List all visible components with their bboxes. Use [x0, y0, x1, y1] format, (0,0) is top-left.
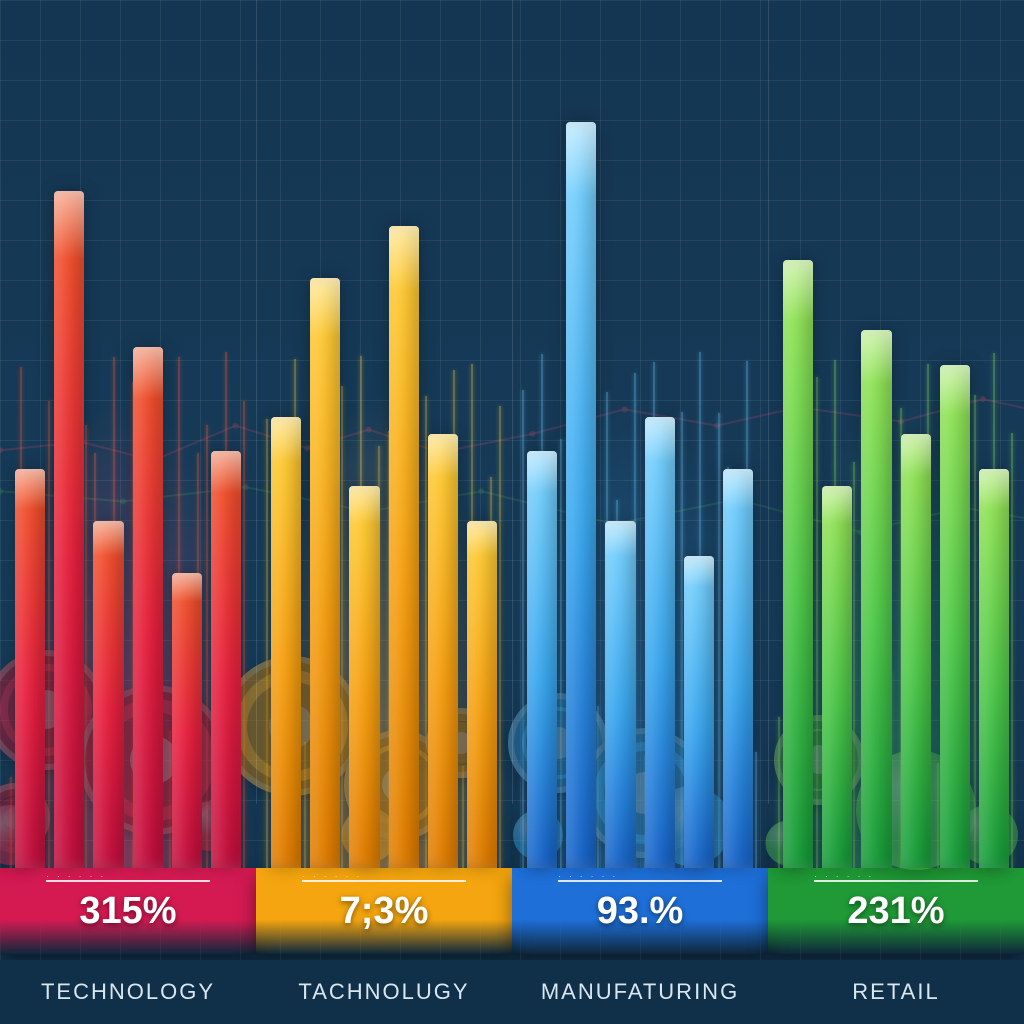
percentage-cell-technology-red: · · · · · ·315% [0, 868, 256, 954]
bar [211, 451, 241, 868]
bar [684, 556, 714, 868]
bar [901, 434, 931, 868]
bar [93, 521, 123, 868]
bar-cluster [512, 0, 768, 868]
percentage-rule [558, 880, 722, 882]
x-axis-labels: TECHNOLOGYTACHNOLUGYMANUFATURINGRETAIL [0, 960, 1024, 1024]
percentage-rule [814, 880, 978, 882]
bar-cluster [256, 0, 512, 868]
bar [566, 122, 596, 868]
percentage-cell-technology-orange: · · · · · ·7;3% [256, 868, 512, 954]
percentage-cell-retail: · · · · · ·231% [768, 868, 1024, 954]
percentage-strip: · · · · · ·315%· · · · · ·7;3%· · · · · … [0, 868, 1024, 954]
bar [723, 469, 753, 868]
bar [605, 521, 635, 868]
bar [979, 469, 1009, 868]
bar-cluster [0, 0, 256, 868]
chart-group-manufacturing [512, 0, 768, 868]
group-divider [512, 0, 513, 804]
percentage-cell-manufacturing: · · · · · ·93.% [512, 868, 768, 954]
bar [861, 330, 891, 868]
chart-group-technology-red [0, 0, 256, 868]
bar [310, 278, 340, 868]
percentage-rule [46, 880, 210, 882]
chart-area [0, 0, 1024, 868]
percentage-value: 7;3% [340, 890, 429, 933]
bar [389, 226, 419, 868]
bar [645, 417, 675, 868]
bar [349, 486, 379, 868]
percentage-rule [302, 880, 466, 882]
x-axis-label-technology-red: TECHNOLOGY [0, 960, 256, 1024]
bar-cluster [768, 0, 1024, 868]
bar [940, 365, 970, 868]
bar [467, 521, 497, 868]
bar [527, 451, 557, 868]
bar [822, 486, 852, 868]
bar [172, 573, 202, 868]
chart-canvas: · · · · · ·315%· · · · · ·7;3%· · · · · … [0, 0, 1024, 1024]
x-axis-label-technology-orange: TACHNOLUGY [256, 960, 512, 1024]
bar [133, 347, 163, 868]
bar [15, 469, 45, 868]
x-axis-label-retail: RETAIL [768, 960, 1024, 1024]
bar [428, 434, 458, 868]
chart-group-retail [768, 0, 1024, 868]
percentage-value: 231% [847, 890, 944, 933]
bar [271, 417, 301, 868]
x-axis-label-manufacturing: MANUFATURING [512, 960, 768, 1024]
bar [783, 260, 813, 868]
percentage-value: 93.% [597, 890, 684, 933]
group-divider [768, 0, 769, 804]
group-divider [256, 0, 257, 804]
bar [54, 191, 84, 868]
percentage-value: 315% [79, 890, 176, 933]
chart-group-technology-orange [256, 0, 512, 868]
